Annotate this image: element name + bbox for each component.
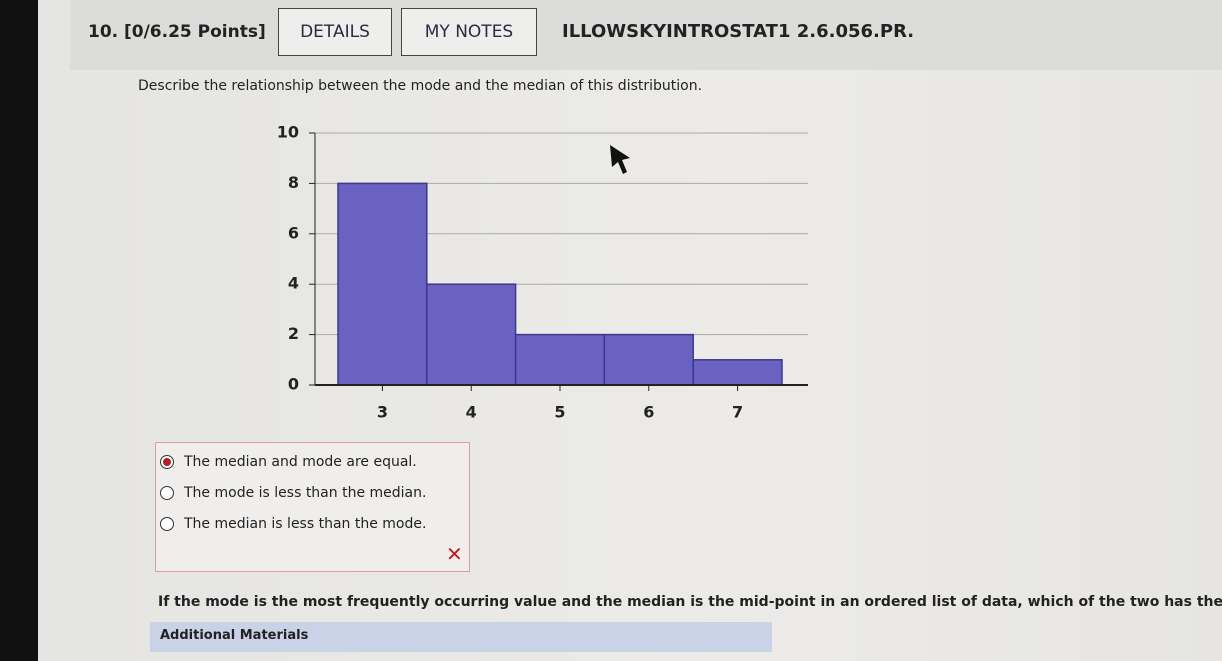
answer-box (155, 442, 470, 572)
chart: 0 2 4 6 8 10 3 4 5 6 7 (277, 123, 808, 422)
y-tick-label: 0 (288, 375, 299, 394)
x-tick-label: 3 (377, 403, 388, 422)
y-tick-label: 4 (288, 274, 299, 293)
option[interactable]: The median is less than the mode. (160, 516, 426, 532)
problem-code: ILLOWSKYINTROSTAT1 2.6.056.PR. (562, 21, 915, 42)
cursor (610, 145, 630, 174)
y-tick-label: 8 (288, 173, 299, 192)
radio[interactable] (160, 486, 174, 500)
additional-bar (150, 622, 772, 652)
points: [0/6.25 Points] (124, 22, 266, 42)
y-tick-label: 2 (288, 324, 299, 343)
radio[interactable] (160, 455, 174, 469)
notes-button[interactable]: MY NOTES (401, 8, 537, 56)
x-tick-label: 7 (732, 403, 743, 422)
next-question: If the mode is the most frequently occur… (158, 594, 1222, 610)
left-edge (0, 0, 38, 661)
x-tick-label: 6 (643, 403, 654, 422)
option[interactable]: The mode is less than the median. (160, 485, 426, 501)
header-bar (70, 0, 1222, 70)
wrong-mark: ✕ (446, 542, 463, 566)
bar (514, 333, 606, 386)
question-text: Describe the relationship between the mo… (138, 78, 703, 94)
radio[interactable] (160, 517, 174, 531)
bar (337, 182, 428, 386)
option-text: The median is less than the mode. (184, 516, 427, 532)
y-tick-label: 10 (277, 123, 299, 142)
option-text: The median and mode are equal. (184, 454, 417, 470)
details-button[interactable]: DETAILS (278, 8, 392, 56)
x-tick-label: 4 (466, 403, 477, 422)
x-tick-label: 5 (554, 403, 565, 422)
bar (426, 283, 517, 386)
option-text: The mode is less than the median. (184, 485, 427, 501)
additional-materials[interactable]: Additional Materials (160, 628, 309, 643)
bar (603, 333, 694, 386)
question-number: 10. (88, 22, 119, 42)
option[interactable]: The median and mode are equal. (160, 454, 417, 470)
y-tick-label: 6 (288, 223, 299, 242)
bar (692, 359, 783, 386)
